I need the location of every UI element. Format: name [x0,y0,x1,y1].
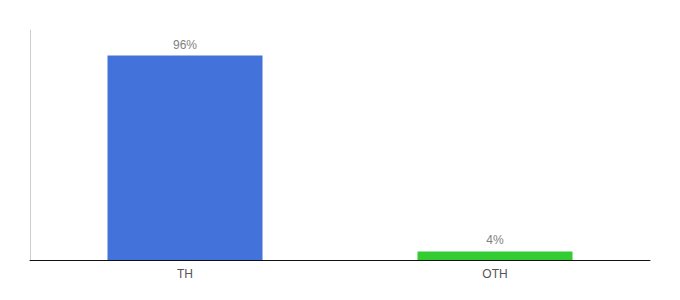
svg-text:96%: 96% [173,38,197,52]
svg-text:TH: TH [177,267,193,281]
svg-text:OTH: OTH [482,267,507,281]
svg-text:4%: 4% [486,233,504,247]
